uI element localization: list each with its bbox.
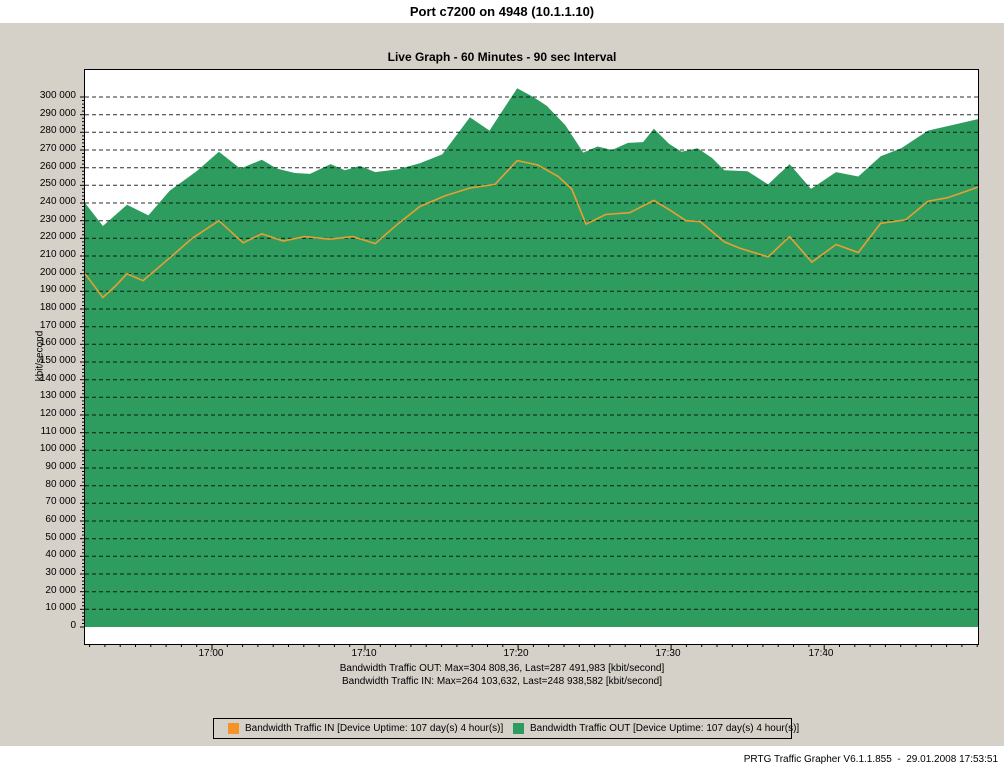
page-title: Port c7200 on 4948 (10.1.1.10) xyxy=(409,4,595,19)
y-tick-label: 30 000 xyxy=(45,567,76,578)
legend-label-traffic-out: Bandwidth Traffic OUT [Device Uptime: 10… xyxy=(530,723,800,734)
legend-item-traffic-in: Bandwidth Traffic IN [Device Uptime: 107… xyxy=(228,719,503,738)
y-tick-label: 60 000 xyxy=(45,514,76,525)
y-tick-label: 10 000 xyxy=(45,602,76,614)
y-axis-unit-label: kbit/second xyxy=(34,330,46,382)
traffic-out-area xyxy=(85,88,978,627)
y-tick-label: 130 000 xyxy=(39,390,76,402)
y-tick-label: 230 000 xyxy=(39,213,76,225)
legend-label-traffic-in: Bandwidth Traffic IN [Device Uptime: 107… xyxy=(245,723,504,734)
y-tick-label: 100 000 xyxy=(39,443,76,455)
y-tick-label: 220 000 xyxy=(39,231,76,243)
x-tick-label: 17:30 xyxy=(655,648,681,659)
y-tick-label: 180 000 xyxy=(39,302,76,313)
y-tick-label: 270 000 xyxy=(39,143,76,154)
y-tick-label: 110 000 xyxy=(40,425,76,437)
y-tick-label: 300 000 xyxy=(39,90,76,101)
traffic-in-line xyxy=(84,159,979,299)
summary-out-line: Bandwidth Traffic OUT: Max=304 808,36, L… xyxy=(339,663,665,674)
y-tick-label: 150 000 xyxy=(39,355,76,366)
y-tick-label: 90 000 xyxy=(45,461,76,472)
y-tick-label: 0 xyxy=(70,620,76,631)
footer-credit: PRTG Traffic Grapher V6.1.1.855 - 29.01.… xyxy=(743,754,998,765)
x-tick-label: 17:00 xyxy=(198,648,224,659)
chart-title: Live Graph - 60 Minutes - 90 sec Interva… xyxy=(387,50,617,64)
y-tick-label: 140 000 xyxy=(39,372,76,384)
x-tick-label: 17:20 xyxy=(503,648,529,659)
y-tick-label: 20 000 xyxy=(45,584,76,596)
y-tick-label: 40 000 xyxy=(45,549,76,561)
x-tick-label: 17:10 xyxy=(351,648,377,659)
y-tick-label: 260 000 xyxy=(39,160,76,172)
legend-box: Bandwidth Traffic IN [Device Uptime: 107… xyxy=(213,718,799,739)
y-tick-label: 80 000 xyxy=(45,478,76,490)
plot-area xyxy=(80,69,979,650)
traffic-out-swatch-icon xyxy=(513,723,524,734)
y-tick-label: 170 000 xyxy=(39,319,76,331)
y-tick-label: 50 000 xyxy=(45,531,76,543)
title-bar: Port c7200 on 4948 (10.1.1.10) xyxy=(0,0,1004,23)
y-tick-label: 280 000 xyxy=(39,125,76,137)
y-tick-label: 160 000 xyxy=(39,337,76,349)
summary-in-line: Bandwidth Traffic IN: Max=264 103,632, L… xyxy=(341,676,663,687)
y-tick-label: 290 000 xyxy=(39,107,76,119)
legend-item-traffic-out: Bandwidth Traffic OUT [Device Uptime: 10… xyxy=(513,719,799,738)
y-tick-label: 70 000 xyxy=(45,496,76,508)
y-tick-label: 240 000 xyxy=(39,196,76,207)
traffic-in-swatch-icon xyxy=(228,723,239,734)
chart-svg xyxy=(80,88,979,650)
y-tick-label: 200 000 xyxy=(39,266,76,278)
y-tick-label: 210 000 xyxy=(39,249,76,260)
footer-strip: PRTG Traffic Grapher V6.1.1.855 - 29.01.… xyxy=(0,746,1004,774)
y-tick-label: 190 000 xyxy=(39,284,76,296)
y-tick-label: 120 000 xyxy=(39,408,76,419)
x-tick-label: 17:40 xyxy=(808,648,834,659)
y-tick-label: 250 000 xyxy=(39,178,76,190)
summary-text: Bandwidth Traffic OUT: Max=304 808,36, L… xyxy=(0,662,1004,688)
